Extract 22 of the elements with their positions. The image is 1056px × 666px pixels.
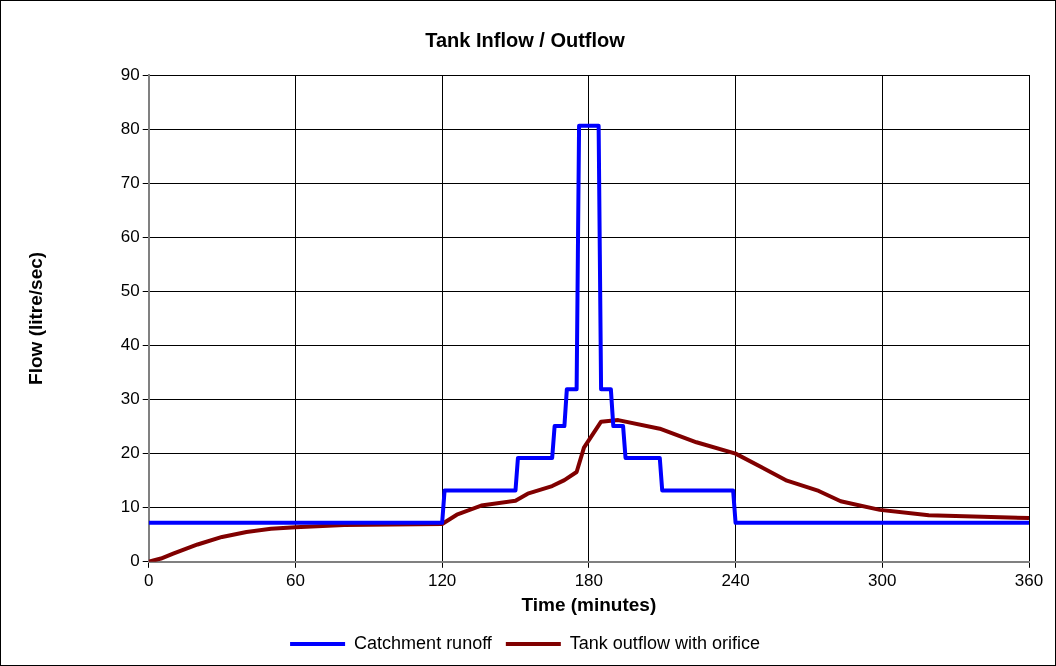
x-tick-label: 60 xyxy=(285,570,305,590)
y-tick-label: 10 xyxy=(120,497,140,517)
y-tick-label: 30 xyxy=(120,389,140,409)
x-tick-label: 180 xyxy=(574,570,604,590)
x-tick-label: 120 xyxy=(427,570,457,590)
y-tick-label: 70 xyxy=(120,172,140,192)
legend-label: Tank outflow with orifice xyxy=(569,632,760,653)
x-tick-label: 300 xyxy=(868,570,897,590)
y-axis-title: Flow (litre/sec) xyxy=(24,251,46,385)
chart-title: Tank Inflow / Outflow xyxy=(425,28,626,51)
y-tick-label: 0 xyxy=(130,551,140,571)
y-tick-label: 90 xyxy=(120,64,140,84)
x-tick-label: 0 xyxy=(143,570,154,590)
y-tick-label: 20 xyxy=(120,443,140,463)
legend-label: Catchment runoff xyxy=(354,632,493,653)
y-tick-label: 50 xyxy=(120,281,140,301)
y-tick-label: 80 xyxy=(120,118,140,138)
x-tick-label: 240 xyxy=(721,570,750,590)
y-tick-label: 60 xyxy=(120,226,140,246)
x-axis-title: Time (minutes) xyxy=(521,593,657,615)
y-tick-label: 40 xyxy=(120,335,140,355)
x-tick-label: 360 xyxy=(1014,570,1044,590)
